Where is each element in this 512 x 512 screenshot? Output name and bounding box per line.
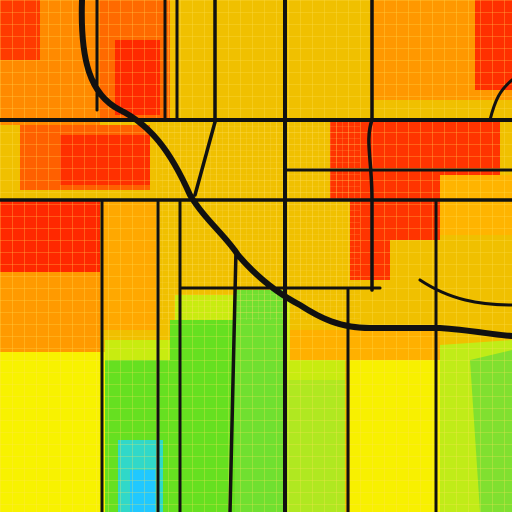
- road: [228, 248, 238, 512]
- highway: [78, 0, 512, 339]
- road: [367, 0, 374, 292]
- road: [488, 78, 512, 122]
- road: [418, 278, 512, 307]
- road: [193, 0, 217, 197]
- street-grid-dense: [160, 120, 360, 320]
